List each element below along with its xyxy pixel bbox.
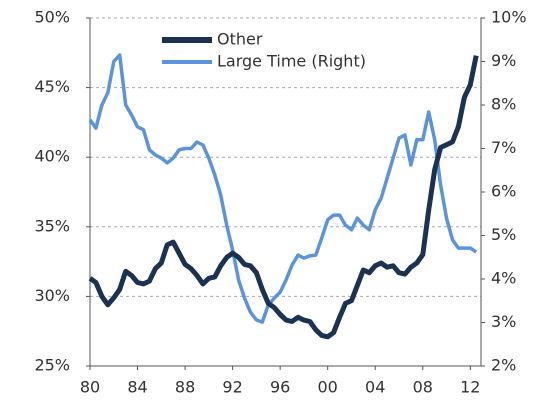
x-tick-label: 04 [365, 378, 385, 397]
x-tick-label: 00 [318, 378, 338, 397]
x-tick-label: 92 [222, 378, 242, 397]
y2-tick-label: 7% [491, 138, 516, 157]
y-tick-label: 25% [34, 356, 70, 375]
x-tick-label: 12 [460, 378, 480, 397]
series-line [88, 55, 479, 340]
y2-tick-label: 4% [491, 269, 516, 288]
y-tick-label: 35% [34, 216, 70, 235]
x-tick-label: 08 [413, 378, 433, 397]
y2-tick-label: 3% [491, 312, 516, 331]
x-tick-label: 80 [80, 378, 100, 397]
series-line [88, 53, 478, 324]
y2-tick-label: 8% [491, 95, 516, 114]
x-tick-label: 84 [127, 378, 147, 397]
y-tick-label: 40% [34, 147, 70, 166]
y2-tick-label: 6% [491, 182, 516, 201]
y2-tick-label: 2% [491, 356, 516, 375]
y2-tick-label: 5% [491, 225, 516, 244]
y-tick-label: 50% [34, 8, 70, 27]
y2-tick-label: 9% [491, 51, 516, 70]
y2-tick-label: 10% [491, 8, 527, 27]
y-tick-label: 30% [34, 286, 70, 305]
x-tick-label: 96 [270, 378, 290, 397]
legend-label: Other [217, 30, 263, 49]
x-tick-label: 88 [175, 378, 195, 397]
legend-label: Large Time (Right) [217, 52, 366, 71]
y-tick-label: 45% [34, 77, 70, 96]
